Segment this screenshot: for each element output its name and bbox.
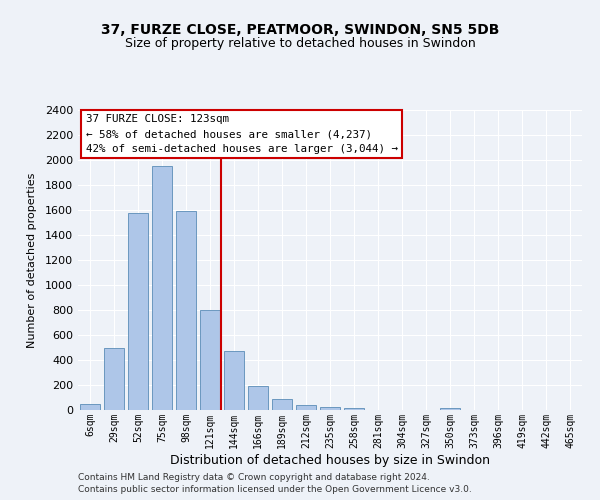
Bar [296,405,316,410]
Bar [344,408,364,410]
Text: Contains public sector information licensed under the Open Government Licence v3: Contains public sector information licen… [78,485,472,494]
Bar [152,166,172,410]
Text: Contains HM Land Registry data © Crown copyright and database right 2024.: Contains HM Land Registry data © Crown c… [78,472,430,482]
Bar [200,310,220,410]
X-axis label: Distribution of detached houses by size in Swindon: Distribution of detached houses by size … [170,454,490,466]
Bar [440,408,460,410]
Text: Size of property relative to detached houses in Swindon: Size of property relative to detached ho… [125,38,475,51]
Y-axis label: Number of detached properties: Number of detached properties [26,172,37,348]
Bar [176,211,196,410]
Bar [272,399,292,410]
Bar [104,348,124,410]
Bar [128,212,148,410]
Bar [248,386,268,410]
Text: 37, FURZE CLOSE, PEATMOOR, SWINDON, SN5 5DB: 37, FURZE CLOSE, PEATMOOR, SWINDON, SN5 … [101,22,499,36]
Bar [320,407,340,410]
Bar [224,350,244,410]
Bar [80,404,100,410]
Text: 37 FURZE CLOSE: 123sqm
← 58% of detached houses are smaller (4,237)
42% of semi-: 37 FURZE CLOSE: 123sqm ← 58% of detached… [86,114,398,154]
